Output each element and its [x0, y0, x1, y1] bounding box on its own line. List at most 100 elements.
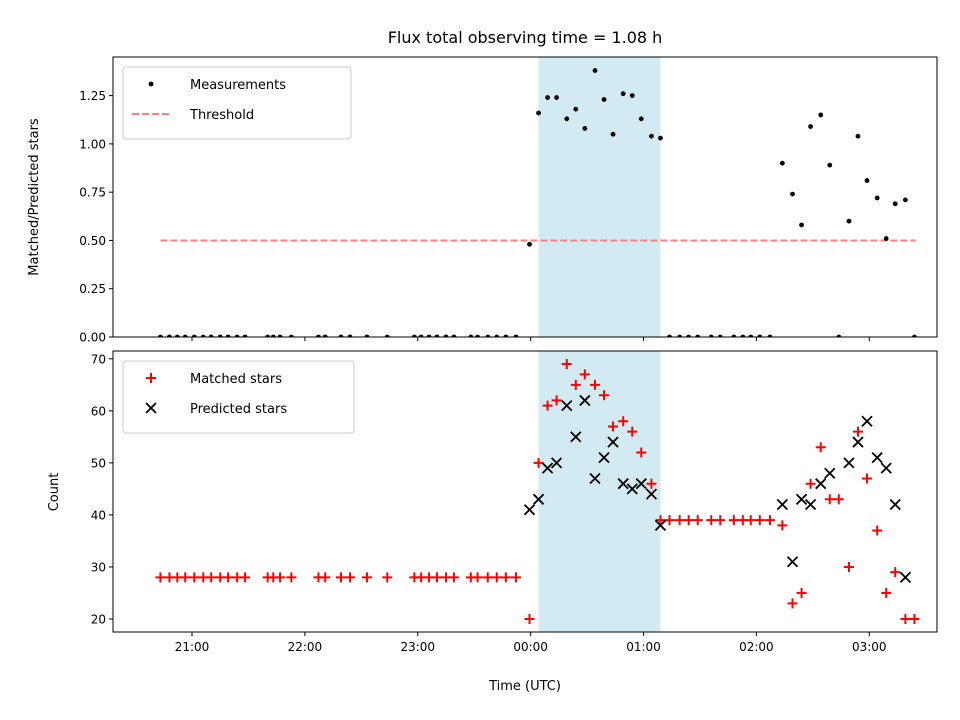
matched-star-point	[655, 515, 666, 526]
top-y-tick-label: 1.00	[79, 137, 106, 151]
matched-star-point	[674, 515, 685, 526]
matched-star-point	[881, 587, 892, 598]
measurement-point	[883, 236, 889, 241]
predicted-star-point	[871, 452, 883, 464]
predicted-star-point	[786, 556, 799, 568]
matched-star-point	[815, 442, 826, 453]
measurement-point	[757, 334, 763, 337]
matched-star-point	[542, 400, 553, 411]
bottom-y-axis-label: Count	[47, 473, 62, 512]
matched-star-point	[636, 447, 647, 458]
measurement-point	[740, 334, 746, 337]
matched-star-point	[561, 359, 572, 370]
measurement-point	[582, 126, 588, 131]
measurement-point	[846, 218, 852, 224]
measurement-point	[638, 116, 644, 122]
matched-star-point	[155, 572, 166, 583]
measurement-point	[316, 334, 321, 337]
matched-star-point	[180, 572, 191, 583]
matched-star-point	[715, 515, 726, 526]
matched-star-point	[843, 561, 854, 572]
bottom-y-tick-label: 60	[91, 404, 106, 418]
measurement-point	[554, 95, 560, 100]
matched-star-point	[909, 613, 920, 624]
measurement-point	[200, 334, 206, 337]
measurement-point	[527, 241, 532, 247]
measurement-point	[174, 334, 180, 337]
predicted-star-point	[889, 498, 901, 511]
top-legend-box	[122, 66, 352, 140]
predicted-star-point	[561, 400, 573, 412]
measurement-point	[827, 162, 833, 168]
matched-star-point	[706, 515, 717, 526]
predicted-star-point	[607, 436, 619, 448]
measurement-point	[912, 334, 917, 337]
matched-star-point	[833, 494, 844, 505]
measurement-point	[864, 178, 870, 183]
measurement-point	[364, 334, 370, 337]
legend-marker-x	[145, 402, 157, 414]
top-observing-span	[538, 57, 661, 337]
matched-star-point	[491, 572, 502, 583]
x-tick-label: 03:00	[852, 640, 887, 654]
measurement-point	[748, 334, 754, 337]
top-y-tick-label: 0.75	[79, 186, 106, 200]
predicted-star-point	[880, 462, 892, 474]
bottom-y-tick-label: 70	[91, 352, 106, 366]
measurement-point	[234, 334, 240, 337]
predicted-star-point	[550, 457, 563, 469]
predicted-star-point	[570, 431, 582, 443]
measurement-point	[620, 91, 626, 97]
measurement-point	[475, 334, 480, 337]
matched-star-point	[824, 494, 835, 505]
measurement-point	[418, 334, 424, 337]
predicted-star-point	[626, 483, 638, 495]
matched-star-point	[754, 515, 765, 526]
predicted-star-point	[843, 457, 855, 469]
measurement-point	[451, 334, 457, 337]
measurement-point	[836, 334, 842, 337]
measurement-point	[288, 334, 294, 337]
measurement-point	[767, 334, 773, 337]
measurement-point	[217, 334, 223, 337]
measurement-point	[629, 93, 635, 99]
matched-star-point	[524, 613, 535, 624]
legend-marker-dot	[148, 81, 154, 87]
measurement-point	[167, 334, 172, 337]
matched-star-point	[361, 572, 372, 583]
bottom-y-tick-label: 30	[91, 560, 106, 574]
measurement-point	[536, 110, 541, 116]
matched-star-point	[646, 478, 657, 489]
measurement-point	[686, 334, 692, 337]
top-y-tick-label: 1.25	[79, 89, 106, 103]
predicted-star-point	[579, 394, 591, 407]
bottom-legend-box	[122, 360, 355, 434]
matched-star-point	[599, 390, 610, 401]
top-axes-frame	[112, 56, 938, 338]
matched-star-point	[796, 587, 807, 598]
predicted-star-point	[635, 478, 647, 490]
matched-star-point	[551, 395, 562, 406]
x-tick-label: 21:00	[175, 640, 210, 654]
matched-star-point	[448, 572, 459, 583]
bottom-y-tick-label: 20	[91, 612, 106, 626]
predicted-star-point	[815, 478, 827, 490]
matched-star-point	[223, 572, 234, 583]
legend-marker-plus	[146, 373, 156, 383]
matched-star-point	[500, 572, 511, 583]
matched-star-point	[472, 572, 483, 583]
predicted-star-point	[589, 472, 601, 485]
measurement-point	[443, 334, 449, 337]
matched-star-point	[240, 572, 251, 583]
measurement-point	[790, 191, 795, 197]
x-tick-label: 23:00	[400, 640, 435, 654]
matched-star-point	[618, 416, 629, 427]
bottom-axes-frame	[112, 350, 938, 633]
measurement-point	[158, 334, 163, 337]
matched-star-point	[900, 613, 911, 624]
top-y-tick-label: 0.00	[79, 331, 106, 345]
measurement-point	[695, 334, 701, 337]
top-y-tick-label: 0.25	[79, 282, 106, 296]
predicted-star-point	[804, 498, 817, 511]
measurement-point	[610, 131, 616, 137]
